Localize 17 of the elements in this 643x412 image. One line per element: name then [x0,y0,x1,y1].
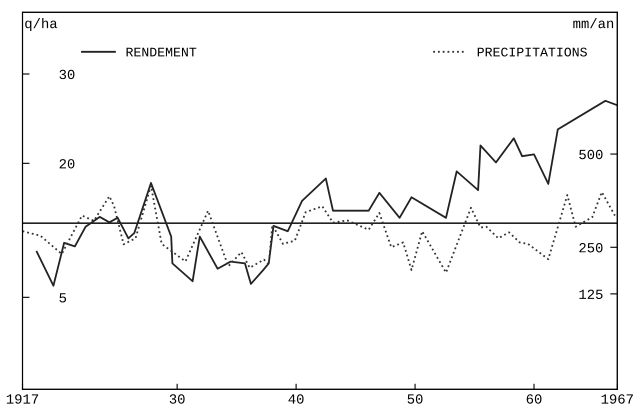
line-series [22,184,616,274]
y-tick-label: 5 [59,293,66,302]
y-tick-label: 30 [59,70,74,80]
y2-tick-label: 125 [579,290,603,300]
y-tick-label: 20 [60,159,74,168]
y2-tick-label: 250 [579,243,603,252]
y2-tick-label: 500 [579,150,603,160]
x-tick-label: 50 [408,394,423,404]
y-axis-title: q/ha [25,18,58,31]
legend-label: RENDEMENT [126,48,196,56]
x-tick-label: 60 [526,394,542,404]
x-tick-label: 1967 [602,394,633,404]
y2-axis-title: mm/an [573,18,614,28]
x-tick-label: 30 [170,394,185,404]
x-tick-label: 40 [288,394,304,404]
x-tick-label: 1917 [6,394,38,404]
legend-label: PRECIPITATIONS [478,48,587,57]
